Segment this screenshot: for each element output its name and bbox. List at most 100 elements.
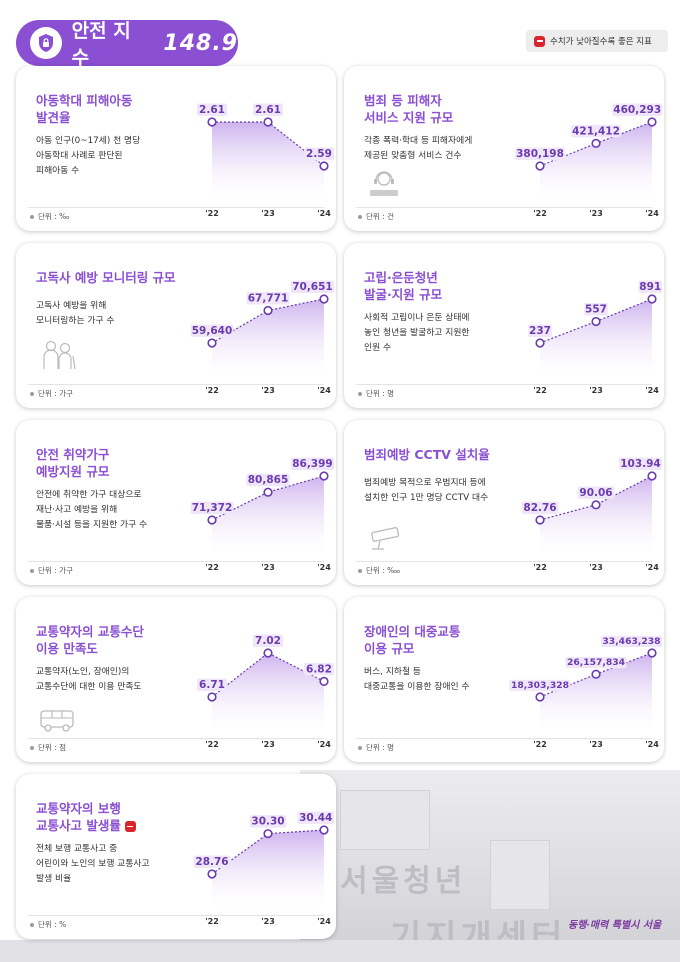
data-label: 6.82 (306, 663, 332, 675)
trend-area (540, 476, 652, 554)
year-tick-label: '23 (261, 563, 275, 572)
data-point (207, 338, 217, 348)
data-point (535, 692, 545, 702)
data-label-bg (528, 324, 552, 337)
year-tick-label: '22 (533, 386, 547, 395)
brand-logo: 동행·매력 특별시 서울 (568, 916, 661, 931)
data-label-bg (290, 280, 334, 293)
data-point (319, 825, 329, 835)
trend-chart: 380,198 421,412 460,293 (515, 103, 662, 200)
year-tick-label: '24 (645, 563, 659, 572)
data-label-bg (509, 679, 571, 691)
year-axis: '22 '23 '24 (16, 209, 336, 221)
data-point (207, 692, 217, 702)
year-axis: '22 '23 '24 (16, 740, 336, 752)
year-axis: '22 '23 '24 (16, 563, 336, 575)
indicator-description: 각종 폭력·학대 등 피해자에게 제공된 맞춤형 서비스 건수 (364, 136, 473, 161)
elderly-couple-icon (38, 339, 78, 375)
indicator-description: 아동 인구(0~17세) 천 명당 아동학대 사례로 판단된 피해아동 수 (36, 136, 141, 176)
year-tick-label: '24 (317, 740, 331, 749)
data-point (263, 829, 273, 839)
indicator-card: 교통약자의 교통수단 이용 만족도 교통약자(노인, 장애인)의 교통수단에 대한… (16, 597, 336, 762)
data-label: 30.30 (251, 816, 284, 828)
data-label: 86,399 (292, 458, 333, 470)
year-tick-label: '23 (589, 209, 603, 218)
data-point (535, 515, 545, 525)
data-point (647, 471, 657, 481)
indicator-description: 사회적 고립이나 은둔 상태에 놓인 청년을 발굴하고 지원한 인원 수 (364, 313, 470, 353)
data-point (535, 338, 545, 348)
trend-area (540, 122, 652, 200)
unit-label: 단위 : 명 (356, 738, 652, 754)
data-label-bg (196, 678, 228, 691)
data-point (207, 515, 217, 525)
trend-line (539, 475, 653, 521)
bottom-band (0, 940, 680, 962)
data-label: 7.02 (255, 635, 281, 647)
brand-text: 동행·매력 특별시 서울 (568, 920, 662, 931)
background-photo: 서울청년 기지개센터 (300, 770, 680, 962)
indicator-title: 아동학대 피해아동 발견율 (36, 93, 133, 125)
year-tick-label: '22 (533, 740, 547, 749)
year-axis: '22 '23 '24 (344, 563, 664, 575)
data-label-bg (246, 473, 290, 487)
headset-operator-icon (366, 168, 402, 202)
negative-indicator-icon (124, 821, 136, 832)
data-point (319, 471, 329, 481)
trend-area (540, 653, 652, 731)
trend-chart: 18,303,328 26,157,834 33,463,238 (509, 635, 662, 731)
minus-badge-icon (534, 35, 545, 47)
indicator-description: 전체 보행 교통사고 중 어린이와 노인의 보행 교통사고 발생 비율 (36, 844, 150, 884)
data-point (207, 869, 217, 879)
data-label-bg (290, 457, 334, 470)
data-label: 26,157,834 (567, 657, 625, 668)
data-label-bg (196, 103, 228, 116)
data-label-bg (638, 280, 662, 293)
year-tick-label: '23 (589, 563, 603, 572)
data-label: 6.71 (199, 679, 225, 691)
indicator-card: 교통약자의 보행 교통사고 발생률 전체 보행 교통사고 중 어린이와 노인의 보… (16, 774, 336, 939)
data-point (591, 500, 601, 510)
year-tick-label: '22 (533, 209, 547, 218)
data-label-bg (571, 124, 621, 138)
data-label-bg (190, 324, 234, 337)
legend-note: 수치가 낮아질수록 좋은 지표 (526, 30, 668, 52)
unit-label: 단위 : ‱ (356, 561, 652, 577)
background-sign-text: 서울청년 (340, 864, 467, 899)
data-point (207, 117, 217, 127)
data-label: 71,372 (192, 502, 233, 514)
year-tick-label: '24 (645, 740, 659, 749)
bus-icon (38, 707, 78, 739)
year-tick-label: '23 (589, 386, 603, 395)
trend-line (539, 298, 653, 344)
year-tick-label: '24 (317, 563, 331, 572)
data-label: 2.61 (255, 104, 281, 116)
data-point (647, 294, 657, 304)
year-tick-label: '22 (205, 386, 219, 395)
indicator-description: 범죄예방 목적으로 우범지대 등에 설치한 인구 1만 명당 CCTV 대수 (364, 478, 489, 503)
indicator-card: 범죄 등 피해자 서비스 지원 규모 각종 폭력·학대 등 피해자에게 제공된 맞… (344, 66, 664, 231)
indicator-title: 장애인의 대중교통 이용 규모 (364, 624, 461, 656)
year-tick-label: '24 (645, 386, 659, 395)
indicator-description: 교통약자(노인, 장애인)의 교통수단에 대한 이용 만족도 (36, 667, 142, 692)
trend-chart: 28.76 30.30 30.44 (193, 811, 334, 908)
safety-index-score: 148.9 (163, 30, 238, 56)
year-tick-label: '23 (261, 209, 275, 218)
data-label-bg (521, 501, 559, 514)
year-tick-label: '23 (261, 386, 275, 395)
data-point (591, 669, 601, 679)
trend-area (212, 830, 324, 908)
indicator-title: 범죄예방 CCTV 설치율 (364, 447, 490, 462)
indicator-title: 고립·은둔청년 발굴·지원 규모 (364, 270, 443, 302)
data-label: 237 (529, 325, 551, 337)
data-label-bg (246, 292, 290, 305)
data-point (319, 294, 329, 304)
data-point (263, 117, 273, 127)
data-label-bg (565, 657, 627, 669)
data-label-bg (303, 662, 334, 676)
data-label: 2.59 (306, 148, 332, 160)
